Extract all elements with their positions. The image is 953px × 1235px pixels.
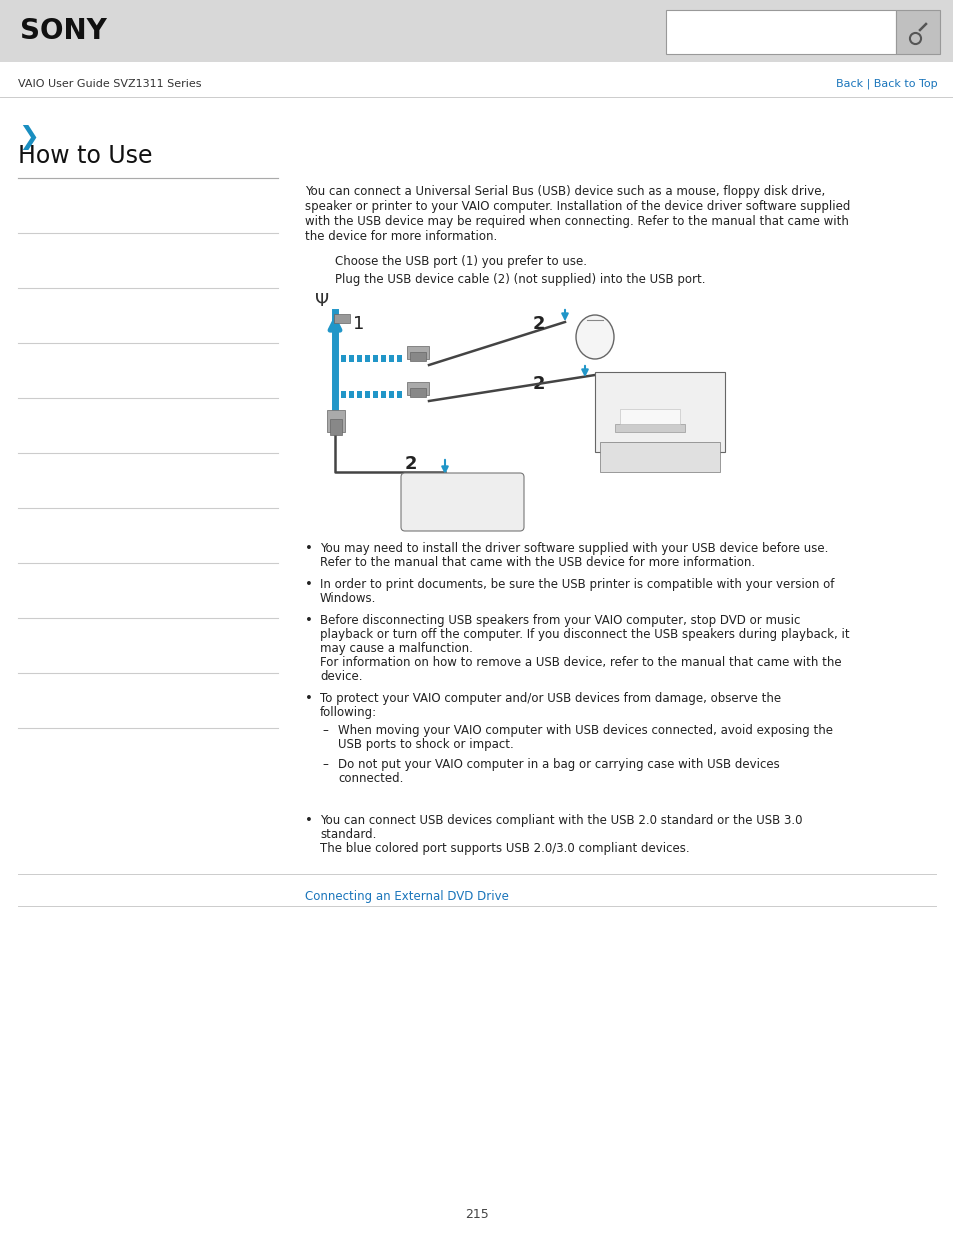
Text: Choose the USB port (1) you prefer to use.: Choose the USB port (1) you prefer to us… bbox=[335, 254, 586, 268]
Bar bbox=[373, 354, 377, 362]
Text: playback or turn off the computer. If you disconnect the USB speakers during pla: playback or turn off the computer. If yo… bbox=[319, 629, 849, 641]
Bar bbox=[665, 10, 895, 54]
Text: You may need to install the driver software supplied with your USB device before: You may need to install the driver softw… bbox=[319, 542, 827, 555]
Text: speaker or printer to your VAIO computer. Installation of the device driver soft: speaker or printer to your VAIO computer… bbox=[305, 200, 849, 212]
Bar bbox=[334, 314, 350, 324]
Bar bbox=[349, 391, 354, 398]
Text: SONY: SONY bbox=[20, 17, 107, 44]
Bar bbox=[340, 354, 346, 362]
Bar bbox=[365, 354, 370, 362]
Bar bbox=[356, 391, 361, 398]
Text: How to Use: How to Use bbox=[18, 144, 152, 168]
Bar bbox=[599, 442, 720, 472]
Text: To protect your VAIO computer and/or USB devices from damage, observe the: To protect your VAIO computer and/or USB… bbox=[319, 692, 781, 705]
Text: VAIO User Guide SVZ1311 Series: VAIO User Guide SVZ1311 Series bbox=[18, 79, 201, 89]
Bar bbox=[389, 354, 394, 362]
Text: Before disconnecting USB speakers from your VAIO computer, stop DVD or music: Before disconnecting USB speakers from y… bbox=[319, 614, 800, 627]
Bar bbox=[365, 391, 370, 398]
Bar bbox=[356, 354, 361, 362]
Text: –: – bbox=[322, 724, 328, 737]
Text: 1: 1 bbox=[353, 315, 364, 333]
Text: In order to print documents, be sure the USB printer is compatible with your ver: In order to print documents, be sure the… bbox=[319, 578, 834, 592]
Text: The blue colored port supports USB 2.0/3.0 compliant devices.: The blue colored port supports USB 2.0/3… bbox=[319, 842, 689, 855]
Text: You can connect a Universal Serial Bus (USB) device such as a mouse, floppy disk: You can connect a Universal Serial Bus (… bbox=[305, 185, 824, 198]
Text: the device for more information.: the device for more information. bbox=[305, 230, 497, 243]
Bar bbox=[380, 391, 386, 398]
Bar bbox=[330, 419, 341, 435]
Text: Ψ: Ψ bbox=[314, 291, 329, 310]
Bar bbox=[407, 382, 429, 395]
Text: following:: following: bbox=[319, 706, 376, 719]
Bar bbox=[410, 388, 426, 396]
Text: For information on how to remove a USB device, refer to the manual that came wit: For information on how to remove a USB d… bbox=[319, 656, 841, 669]
Bar bbox=[615, 424, 684, 432]
Text: USB ports to shock or impact.: USB ports to shock or impact. bbox=[337, 739, 514, 751]
Bar bbox=[619, 409, 679, 424]
Bar bbox=[895, 10, 939, 54]
Text: 2: 2 bbox=[405, 454, 417, 473]
Text: 215: 215 bbox=[465, 1209, 488, 1221]
Text: ❯: ❯ bbox=[18, 126, 39, 151]
Bar bbox=[340, 391, 346, 398]
Text: with the USB device may be required when connecting. Refer to the manual that ca: with the USB device may be required when… bbox=[305, 215, 848, 228]
Text: Connecting an External DVD Drive: Connecting an External DVD Drive bbox=[305, 890, 508, 903]
Text: •: • bbox=[305, 614, 313, 627]
Text: connected.: connected. bbox=[337, 772, 403, 785]
Text: •: • bbox=[305, 692, 313, 705]
Text: Windows.: Windows. bbox=[319, 592, 376, 605]
Text: Plug the USB device cable (2) (not supplied) into the USB port.: Plug the USB device cable (2) (not suppl… bbox=[335, 273, 705, 287]
FancyBboxPatch shape bbox=[400, 473, 523, 531]
Text: device.: device. bbox=[319, 671, 362, 683]
Text: •: • bbox=[305, 542, 313, 555]
Bar bbox=[349, 354, 354, 362]
Ellipse shape bbox=[576, 315, 614, 359]
Text: 2: 2 bbox=[533, 375, 545, 393]
Text: may cause a malfunction.: may cause a malfunction. bbox=[319, 642, 473, 655]
Bar bbox=[410, 352, 426, 361]
Bar bbox=[327, 410, 345, 432]
Text: You can connect USB devices compliant with the USB 2.0 standard or the USB 3.0: You can connect USB devices compliant wi… bbox=[319, 814, 801, 827]
Bar bbox=[380, 354, 386, 362]
Bar bbox=[389, 391, 394, 398]
Bar bbox=[407, 346, 429, 359]
Text: 2: 2 bbox=[533, 315, 545, 333]
Text: standard.: standard. bbox=[319, 827, 376, 841]
Text: •: • bbox=[305, 578, 313, 592]
Text: •: • bbox=[305, 814, 313, 827]
Text: Back | Back to Top: Back | Back to Top bbox=[836, 79, 937, 89]
Bar bbox=[0, 0, 953, 62]
Bar bbox=[396, 354, 401, 362]
Bar bbox=[396, 391, 401, 398]
Bar bbox=[595, 372, 724, 452]
Text: When moving your VAIO computer with USB devices connected, avoid exposing the: When moving your VAIO computer with USB … bbox=[337, 724, 832, 737]
Text: Refer to the manual that came with the USB device for more information.: Refer to the manual that came with the U… bbox=[319, 556, 755, 569]
Text: Do not put your VAIO computer in a bag or carrying case with USB devices: Do not put your VAIO computer in a bag o… bbox=[337, 758, 779, 771]
Text: –: – bbox=[322, 758, 328, 771]
Bar bbox=[373, 391, 377, 398]
